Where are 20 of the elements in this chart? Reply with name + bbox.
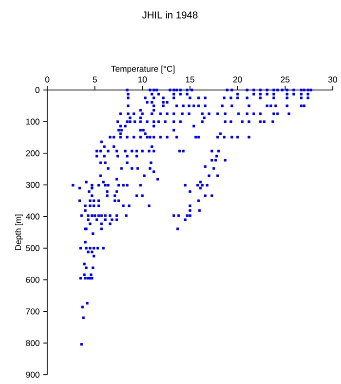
y-tick-label: 900 bbox=[26, 372, 40, 378]
x-axis-title: Temperature [°C] bbox=[111, 66, 174, 74]
y-tick-label: 0 bbox=[35, 87, 40, 94]
chart-title: JHIL in 1948 bbox=[142, 11, 198, 19]
y-tick-label: 300 bbox=[26, 182, 40, 188]
y-tick-label: 400 bbox=[26, 214, 40, 220]
y-tick-label: 600 bbox=[26, 276, 40, 283]
x-tick-label: 20 bbox=[233, 76, 242, 82]
y-tick-label: 100 bbox=[26, 118, 40, 125]
x-tick-label: 5 bbox=[92, 76, 97, 82]
x-tick-label: 15 bbox=[186, 76, 194, 82]
x-tick-label: 0 bbox=[45, 76, 50, 82]
x-tick-label: 10 bbox=[138, 76, 147, 82]
y-axis-title: Depth [m] bbox=[14, 214, 23, 250]
y-tick-label: 200 bbox=[26, 150, 40, 156]
x-tick-label: 25 bbox=[280, 76, 290, 82]
y-tick-label: 700 bbox=[26, 308, 40, 314]
y-tick-label: 800 bbox=[26, 340, 40, 346]
y-tick-label: 500 bbox=[26, 245, 40, 252]
x-tick-label: 30 bbox=[328, 76, 338, 82]
